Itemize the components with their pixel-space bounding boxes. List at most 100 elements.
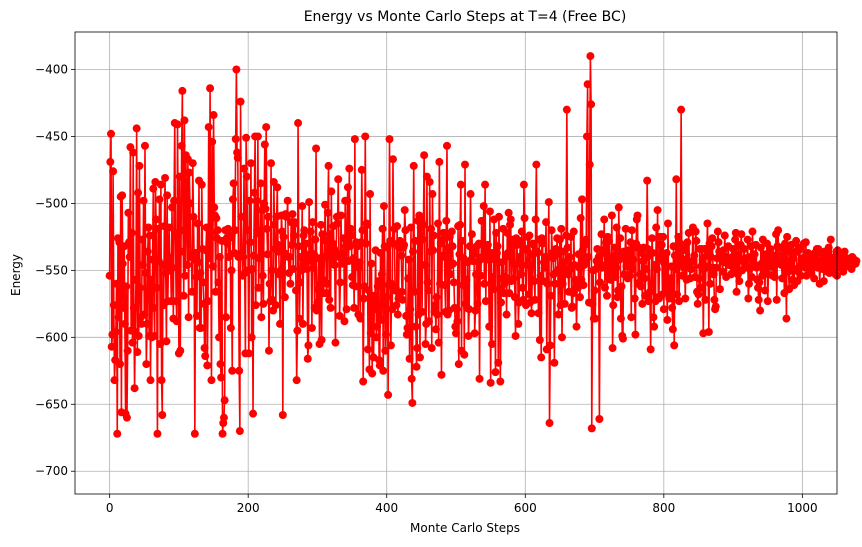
data-point <box>475 374 484 383</box>
data-point <box>801 238 810 247</box>
data-point <box>709 270 718 279</box>
y-axis-ticks: −400 −450 −500 −550 −600 −650 −700 <box>35 62 75 478</box>
data-point <box>454 360 463 369</box>
data-point <box>388 155 397 164</box>
x-axis-ticks: 0 200 400 600 800 1000 <box>106 494 818 515</box>
data-point <box>327 187 336 196</box>
y-tick-label: −650 <box>35 397 68 411</box>
data-point <box>783 232 792 241</box>
data-point <box>397 287 406 296</box>
data-point <box>435 157 444 166</box>
data-point <box>393 310 402 319</box>
data-point <box>347 231 356 240</box>
data-point <box>643 176 652 185</box>
data-point <box>170 196 179 205</box>
chart-title: Energy vs Monte Carlo Steps at T=4 (Free… <box>304 9 627 25</box>
data-point <box>662 248 671 257</box>
data-point <box>340 317 349 326</box>
data-point <box>672 290 681 299</box>
data-point <box>235 366 244 375</box>
data-point <box>645 287 654 296</box>
data-point <box>515 252 524 261</box>
data-point <box>343 196 352 205</box>
data-point <box>262 224 271 233</box>
data-point <box>605 236 614 245</box>
data-point <box>331 338 340 347</box>
data-point <box>503 248 512 257</box>
data-point <box>588 299 597 308</box>
data-point <box>503 228 512 237</box>
data-point <box>255 254 264 263</box>
y-tick-label: −450 <box>35 129 68 143</box>
data-point <box>240 164 249 173</box>
data-point <box>540 263 549 272</box>
data-point <box>609 251 618 260</box>
data-point <box>653 206 662 215</box>
data-point <box>283 196 292 205</box>
data-point <box>333 219 342 228</box>
data-point <box>210 203 219 212</box>
y-tick-label: −550 <box>35 263 68 277</box>
data-point <box>294 242 303 251</box>
data-point <box>755 278 764 287</box>
data-point <box>178 86 187 95</box>
data-point <box>309 263 318 272</box>
data-point <box>558 279 567 288</box>
data-point <box>465 305 474 314</box>
data-point <box>212 214 221 223</box>
data-point <box>143 247 152 256</box>
data-point <box>578 195 587 204</box>
data-point <box>113 429 122 438</box>
data-point <box>208 137 217 146</box>
data-point <box>209 111 218 120</box>
data-point <box>706 279 715 288</box>
data-point <box>359 377 368 386</box>
plot-area <box>105 52 861 438</box>
data-point <box>259 299 268 308</box>
data-point <box>415 353 424 362</box>
data-point <box>480 279 489 288</box>
data-point <box>175 172 184 181</box>
data-point <box>152 215 161 224</box>
data-point <box>488 340 497 349</box>
data-point <box>161 173 170 182</box>
data-point <box>410 287 419 296</box>
data-point <box>137 319 146 328</box>
data-point <box>118 191 127 200</box>
data-point <box>124 208 133 217</box>
data-point <box>631 330 640 339</box>
data-point <box>687 265 696 274</box>
data-point <box>611 273 620 282</box>
data-point <box>226 323 235 332</box>
data-point <box>316 220 325 229</box>
data-point <box>648 234 657 243</box>
data-point <box>418 235 427 244</box>
data-point <box>433 310 442 319</box>
data-point <box>615 255 624 264</box>
data-point <box>235 427 244 436</box>
data-point <box>781 239 790 248</box>
data-point <box>535 336 544 344</box>
data-point <box>576 214 585 223</box>
data-point <box>419 220 428 229</box>
data-point <box>158 261 167 270</box>
data-point <box>666 286 675 295</box>
data-point <box>374 277 383 286</box>
data-point <box>201 352 210 361</box>
data-point <box>428 190 437 199</box>
data-point <box>130 384 139 393</box>
data-point <box>122 413 131 422</box>
data-point <box>305 198 314 207</box>
data-point <box>398 295 407 304</box>
data-point <box>431 301 440 310</box>
data-point <box>792 236 801 245</box>
y-tick-label: −700 <box>35 464 68 478</box>
data-point <box>176 346 185 355</box>
data-point <box>129 148 138 157</box>
data-point <box>400 206 409 215</box>
data-point <box>346 224 355 233</box>
data-point <box>572 322 581 331</box>
data-point <box>298 202 307 211</box>
data-point <box>154 224 163 233</box>
